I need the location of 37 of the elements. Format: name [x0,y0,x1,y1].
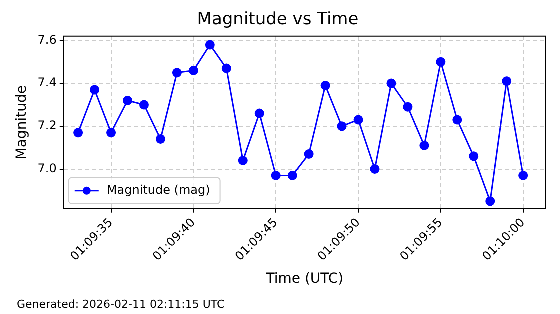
point [271,170,281,180]
point [486,196,496,206]
point [254,108,264,118]
y-tick-label: 7.0 [38,161,57,176]
point [304,150,314,160]
y-tick-label: 7.6 [38,32,57,47]
point [139,100,149,110]
point [354,115,364,125]
point [205,40,215,50]
point [452,115,462,125]
x-axis-title: Time (UTC) [265,271,344,288]
point [90,85,100,95]
point [172,68,182,78]
point [370,164,380,174]
point [386,78,396,88]
chart-title: Magnitude vs Time [197,10,359,30]
y-tick-label: 7.4 [38,76,57,90]
y-tick-label: 7.2 [38,118,57,133]
point [420,140,430,150]
point [518,170,528,180]
point [106,128,116,138]
point [156,134,166,144]
point [403,102,413,112]
point [74,128,84,138]
point [320,80,330,90]
legend-label: Magnitude (mag) [106,183,210,198]
point [288,170,298,180]
point [222,64,232,74]
point [123,96,133,106]
y-axis-title: Magnitude [14,86,30,160]
point [238,156,248,166]
point [436,57,446,67]
text: Generated: 2026-02-11 02:11:15 UTC [17,298,226,311]
point [188,66,198,76]
point [337,122,347,132]
point [469,152,479,162]
point [502,76,512,86]
